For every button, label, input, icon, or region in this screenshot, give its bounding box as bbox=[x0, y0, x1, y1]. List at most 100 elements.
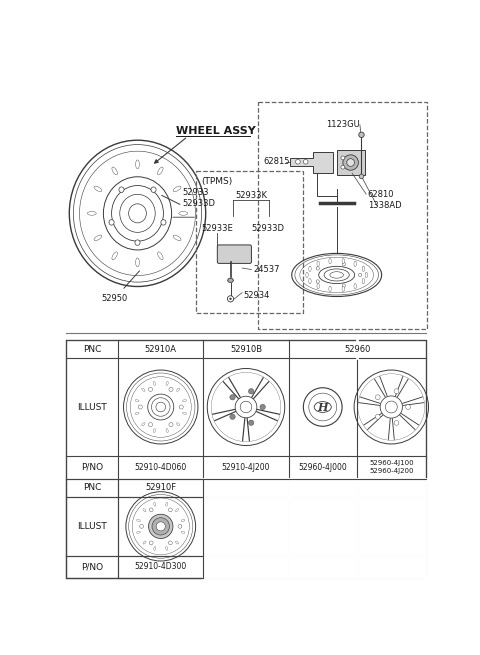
Bar bbox=[336, 150, 365, 175]
Circle shape bbox=[149, 541, 153, 545]
Ellipse shape bbox=[177, 388, 180, 392]
Circle shape bbox=[359, 132, 364, 138]
Ellipse shape bbox=[176, 509, 179, 512]
Ellipse shape bbox=[112, 167, 118, 175]
Ellipse shape bbox=[362, 278, 365, 284]
Ellipse shape bbox=[317, 261, 319, 267]
Ellipse shape bbox=[329, 286, 331, 291]
Ellipse shape bbox=[309, 266, 311, 271]
Ellipse shape bbox=[151, 187, 156, 193]
Circle shape bbox=[156, 522, 165, 531]
Ellipse shape bbox=[342, 286, 345, 291]
Ellipse shape bbox=[87, 212, 96, 215]
Text: 52933K: 52933K bbox=[235, 191, 267, 200]
Circle shape bbox=[138, 405, 143, 409]
Circle shape bbox=[230, 394, 235, 400]
Ellipse shape bbox=[143, 541, 146, 544]
Circle shape bbox=[148, 387, 153, 392]
Circle shape bbox=[343, 155, 359, 170]
Ellipse shape bbox=[135, 400, 139, 402]
Text: P/NO: P/NO bbox=[81, 562, 103, 571]
Ellipse shape bbox=[176, 541, 179, 544]
Text: 52960-4J100
52960-4J200: 52960-4J100 52960-4J200 bbox=[369, 460, 414, 474]
Bar bbox=[66, 341, 426, 578]
Text: WHEEL ASSY: WHEEL ASSY bbox=[176, 126, 256, 136]
Circle shape bbox=[156, 402, 166, 412]
Circle shape bbox=[359, 174, 364, 179]
Circle shape bbox=[341, 156, 345, 160]
Ellipse shape bbox=[161, 219, 166, 225]
Ellipse shape bbox=[359, 273, 361, 276]
Ellipse shape bbox=[354, 284, 357, 289]
Bar bbox=[258, 102, 427, 329]
Circle shape bbox=[341, 165, 345, 169]
Ellipse shape bbox=[173, 186, 181, 191]
Ellipse shape bbox=[309, 278, 311, 284]
Ellipse shape bbox=[129, 204, 146, 223]
Circle shape bbox=[148, 514, 173, 538]
Text: 52910B: 52910B bbox=[230, 345, 262, 354]
Text: 62815: 62815 bbox=[264, 157, 290, 166]
Ellipse shape bbox=[157, 252, 163, 260]
Ellipse shape bbox=[342, 263, 346, 266]
Circle shape bbox=[140, 525, 144, 529]
Ellipse shape bbox=[166, 502, 168, 506]
Ellipse shape bbox=[362, 266, 365, 271]
Polygon shape bbox=[228, 278, 234, 282]
Ellipse shape bbox=[119, 187, 124, 193]
Ellipse shape bbox=[316, 280, 319, 283]
Circle shape bbox=[406, 405, 410, 409]
Ellipse shape bbox=[179, 212, 188, 215]
Ellipse shape bbox=[329, 258, 331, 264]
Ellipse shape bbox=[137, 531, 140, 533]
Circle shape bbox=[178, 525, 182, 529]
Circle shape bbox=[260, 404, 265, 409]
Circle shape bbox=[168, 541, 172, 545]
Text: ILLUST: ILLUST bbox=[77, 403, 107, 411]
Circle shape bbox=[375, 415, 380, 419]
Circle shape bbox=[148, 422, 153, 426]
Polygon shape bbox=[290, 152, 333, 174]
Ellipse shape bbox=[137, 519, 140, 521]
Text: 52933D: 52933D bbox=[252, 224, 285, 233]
Circle shape bbox=[152, 517, 169, 535]
Circle shape bbox=[168, 508, 172, 512]
Text: 52910-4J200: 52910-4J200 bbox=[222, 463, 270, 472]
Circle shape bbox=[296, 159, 300, 164]
Text: P/NO: P/NO bbox=[81, 463, 103, 472]
Text: 1123GU: 1123GU bbox=[326, 121, 360, 129]
Ellipse shape bbox=[182, 412, 186, 415]
Ellipse shape bbox=[173, 235, 181, 240]
Ellipse shape bbox=[136, 160, 139, 169]
Ellipse shape bbox=[177, 422, 180, 426]
Ellipse shape bbox=[166, 546, 168, 550]
Ellipse shape bbox=[136, 258, 139, 267]
Circle shape bbox=[347, 159, 355, 166]
Text: 52960-4J000: 52960-4J000 bbox=[299, 463, 347, 472]
Ellipse shape bbox=[166, 428, 168, 432]
Ellipse shape bbox=[342, 258, 345, 264]
Text: H: H bbox=[317, 402, 328, 413]
Circle shape bbox=[169, 387, 173, 392]
Text: 52910A: 52910A bbox=[145, 345, 177, 354]
Ellipse shape bbox=[342, 284, 346, 288]
FancyBboxPatch shape bbox=[217, 245, 252, 263]
Circle shape bbox=[249, 420, 254, 426]
Circle shape bbox=[179, 405, 183, 409]
Ellipse shape bbox=[153, 381, 156, 385]
Ellipse shape bbox=[112, 252, 118, 260]
Ellipse shape bbox=[143, 509, 146, 512]
Ellipse shape bbox=[154, 546, 156, 550]
Text: 52910-4D300: 52910-4D300 bbox=[134, 562, 187, 571]
Ellipse shape bbox=[182, 400, 186, 402]
Circle shape bbox=[149, 508, 153, 512]
Text: 1338AD: 1338AD bbox=[368, 201, 401, 210]
Circle shape bbox=[385, 401, 397, 413]
Circle shape bbox=[303, 159, 308, 164]
Text: 52950: 52950 bbox=[101, 293, 127, 303]
Ellipse shape bbox=[94, 186, 102, 191]
Circle shape bbox=[229, 297, 232, 300]
Text: 52933E: 52933E bbox=[202, 224, 234, 233]
Circle shape bbox=[240, 402, 252, 413]
Text: 52910F: 52910F bbox=[145, 483, 176, 493]
